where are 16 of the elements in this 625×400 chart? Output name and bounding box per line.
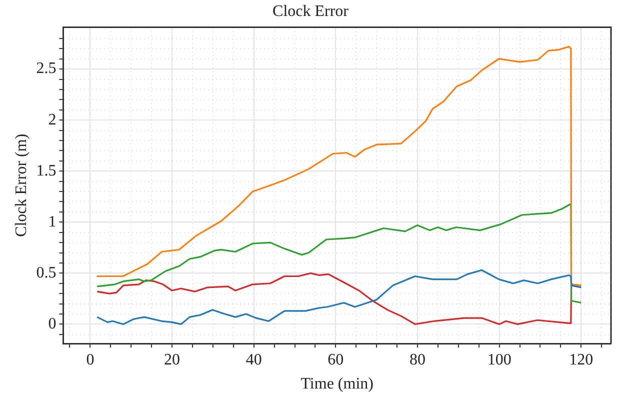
y-tick-label: 2.5 bbox=[36, 60, 56, 78]
y-tick-label: 2 bbox=[48, 111, 56, 128]
x-tick-label: 0 bbox=[86, 351, 94, 368]
x-tick-label: 60 bbox=[328, 351, 344, 368]
x-tick-label: 80 bbox=[409, 351, 426, 368]
x-tick-label: 120 bbox=[569, 351, 594, 368]
x-axis-title: Time (min) bbox=[300, 376, 374, 393]
y-tick-label: 0 bbox=[48, 315, 56, 332]
x-tick-label: 40 bbox=[246, 351, 262, 368]
chart-title: Clock Error bbox=[272, 2, 350, 20]
y-tick-label: 1 bbox=[48, 213, 56, 230]
y-axis-title: Clock Error (m) bbox=[12, 134, 30, 237]
x-tick-label: 100 bbox=[487, 351, 512, 368]
y-tick-label: 0.5 bbox=[36, 264, 56, 282]
x-tick-label: 20 bbox=[164, 351, 180, 368]
y-tick-label: 1.5 bbox=[36, 162, 56, 180]
